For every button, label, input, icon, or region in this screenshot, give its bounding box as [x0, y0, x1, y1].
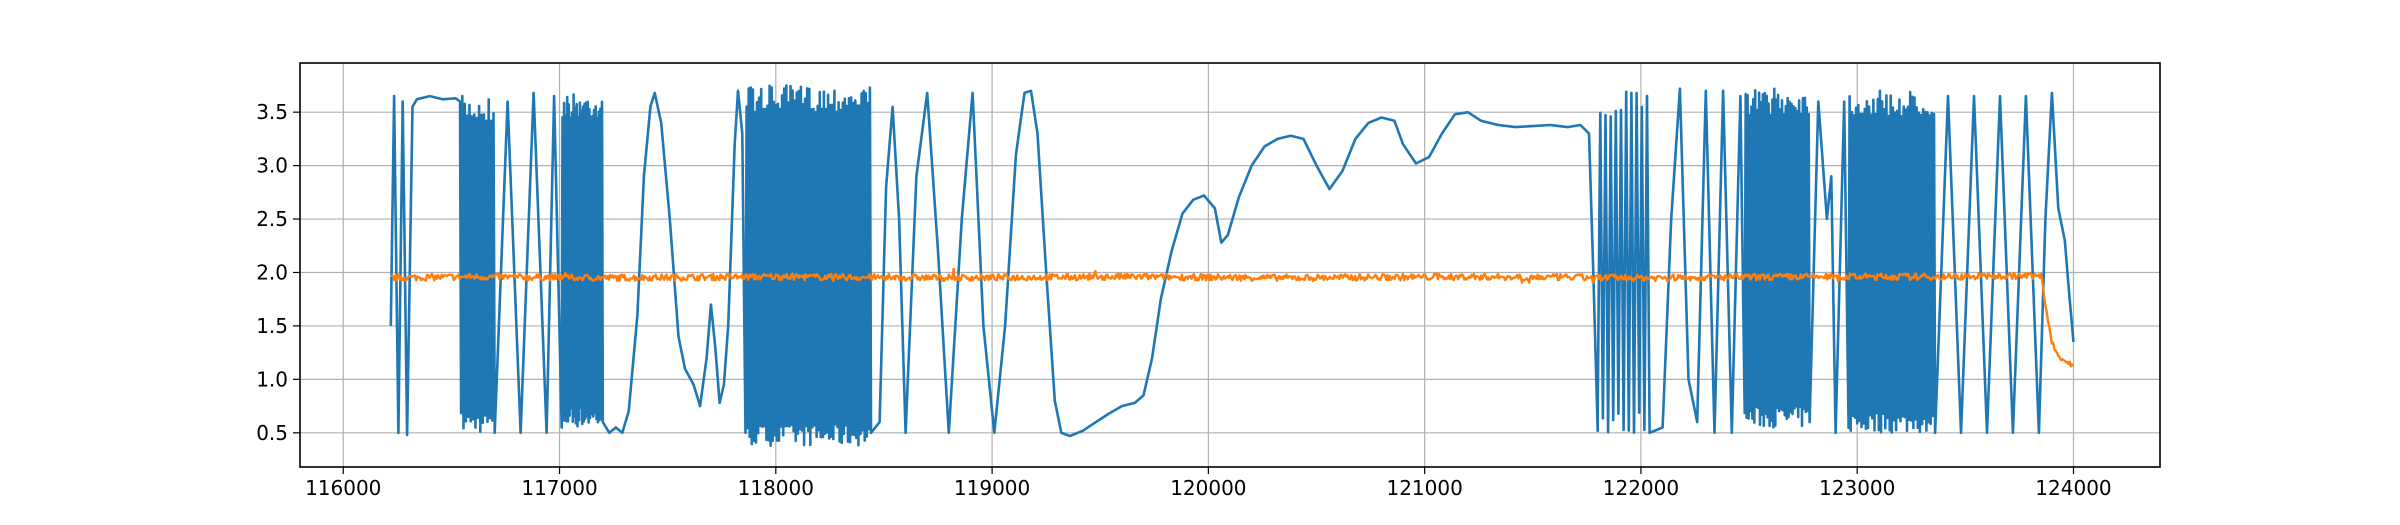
x-tick-label: 122000 [1603, 476, 1679, 500]
plot-frame [299, 62, 2161, 468]
y-tick-label: 1.0 [256, 367, 288, 391]
x-tick-label: 120000 [1170, 476, 1246, 500]
x-tick-label: 124000 [2035, 476, 2111, 500]
x-tick-label: 121000 [1386, 476, 1462, 500]
series-lines [389, 84, 2075, 447]
x-tick-label: 118000 [738, 476, 814, 500]
y-tick-label: 3.0 [256, 154, 288, 178]
y-tick-label: 1.5 [256, 314, 288, 338]
series-line-1 [389, 84, 2075, 447]
y-tick-label: 2.5 [256, 207, 288, 231]
x-tick-label: 119000 [954, 476, 1030, 500]
y-tick-label: 2.0 [256, 260, 288, 284]
series-line-2 [390, 267, 2075, 368]
y-tick-label: 3.5 [256, 100, 288, 124]
y-tick-label: 0.5 [256, 421, 288, 445]
x-tick-label: 117000 [521, 476, 597, 500]
x-tick-label: 116000 [305, 476, 381, 500]
axis-ticks: 116000 117000 118000 119000 120000 121000 1220… [256, 100, 2111, 500]
x-tick-label: 123000 [1819, 476, 1895, 500]
